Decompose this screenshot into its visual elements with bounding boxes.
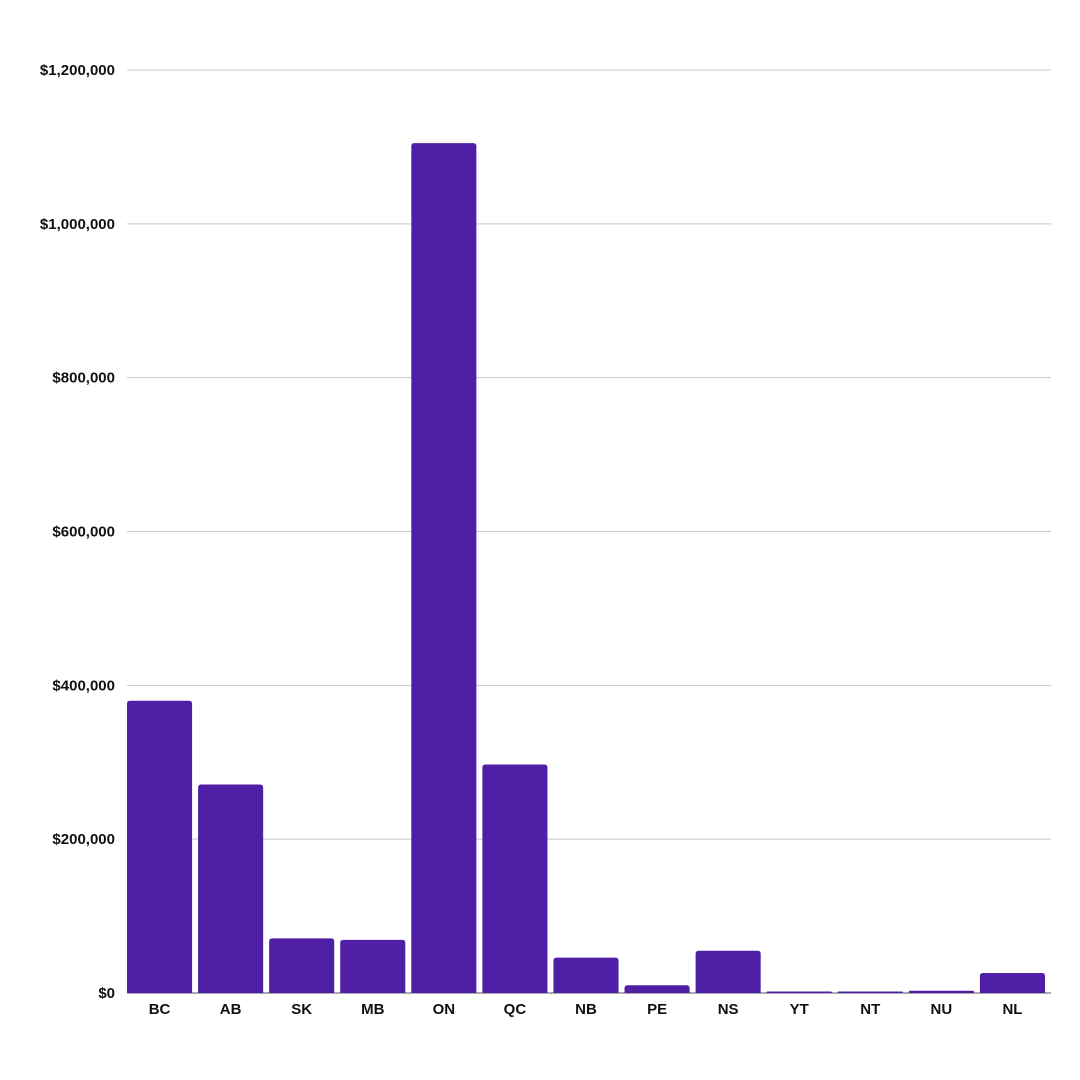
x-axis-category-labels: BC AB SK MB ON QC NB PE NS YT NT NU NL xyxy=(149,1001,1023,1018)
y-tick-label: $0 xyxy=(98,985,115,1002)
x-tick-label: BC xyxy=(149,1001,171,1018)
y-tick-label: $1,200,000 xyxy=(40,62,115,79)
x-tick-label: NT xyxy=(860,1001,880,1018)
bar-on xyxy=(411,143,477,994)
bar-nb xyxy=(553,957,619,993)
y-tick-label: $800,000 xyxy=(52,370,115,387)
x-tick-label: NS xyxy=(718,1001,739,1018)
bar-nl xyxy=(979,973,1045,993)
bar-mb xyxy=(340,939,406,993)
y-tick-label: $400,000 xyxy=(52,677,115,694)
bar-ab xyxy=(198,784,264,993)
x-tick-label: NL xyxy=(1002,1001,1022,1018)
x-tick-label: QC xyxy=(504,1001,527,1018)
x-tick-label: MB xyxy=(361,1001,384,1018)
y-axis-tick-labels: $0 $200,000 $400,000 $600,000 $800,000 $1,000… xyxy=(40,62,115,1002)
x-tick-label: ON xyxy=(433,1001,456,1018)
bar-qc xyxy=(482,764,548,993)
x-tick-label: NU xyxy=(931,1001,953,1018)
x-tick-label: PE xyxy=(647,1001,667,1018)
bars xyxy=(127,143,1045,994)
y-tick-label: $1,000,000 xyxy=(40,216,115,233)
bar-nt xyxy=(837,991,903,993)
y-tick-label: $200,000 xyxy=(52,831,115,848)
x-tick-label: AB xyxy=(220,1001,242,1018)
y-tick-label: $600,000 xyxy=(52,524,115,541)
bar-pe xyxy=(624,985,690,993)
x-tick-label: YT xyxy=(790,1001,809,1018)
x-tick-label: NB xyxy=(575,1001,597,1018)
bar-nu xyxy=(908,990,974,993)
gridlines xyxy=(127,69,1051,994)
bar-bc xyxy=(127,700,193,993)
x-tick-label: SK xyxy=(291,1001,312,1018)
bar-ns xyxy=(695,950,761,993)
bar-sk xyxy=(269,938,335,993)
bar-yt xyxy=(766,991,832,993)
